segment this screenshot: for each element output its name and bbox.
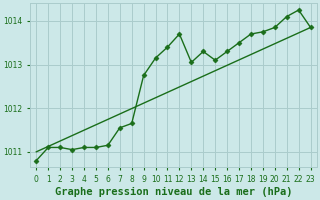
X-axis label: Graphe pression niveau de la mer (hPa): Graphe pression niveau de la mer (hPa) [55, 186, 292, 197]
